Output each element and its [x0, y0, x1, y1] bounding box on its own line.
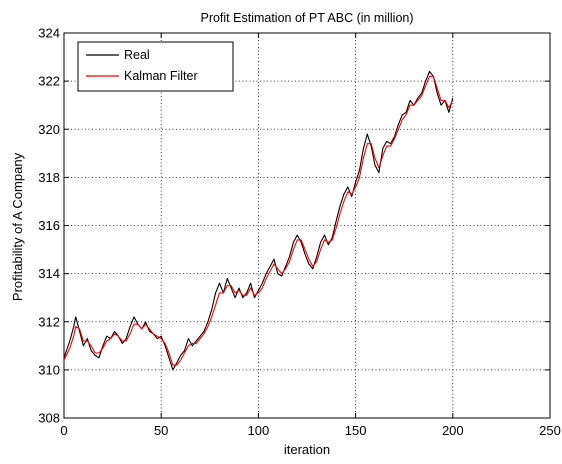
y-tick-label: 312 — [38, 314, 60, 329]
chart-legend: Real Kalman Filter — [77, 41, 234, 92]
y-tick-label: 316 — [38, 218, 60, 233]
x-tick-label: 50 — [154, 423, 168, 438]
series-line-kalman-filter — [63, 75, 454, 366]
y-tick-label: 314 — [38, 266, 60, 281]
x-tick-label: 150 — [345, 423, 367, 438]
series-lines — [63, 70, 454, 371]
x-tick-label: 200 — [442, 423, 464, 438]
y-tick-label: 310 — [38, 362, 60, 377]
axis-ticks: 0 50 100 150 200 250 308 310 312 314 316 318 320 322 3… — [38, 26, 561, 439]
y-tick-label: 308 — [38, 411, 60, 426]
y-tick-label: 322 — [38, 74, 60, 89]
x-tick-label: 100 — [248, 423, 270, 438]
y-tick-label: 324 — [38, 26, 60, 41]
series-line-real — [63, 70, 454, 371]
y-tick-label: 320 — [38, 122, 60, 137]
x-axis-label: iteration — [284, 442, 330, 457]
x-tick-label: 0 — [60, 423, 67, 438]
x-tick-label: 250 — [539, 423, 561, 438]
legend-label-kalman-filter: Kalman Filter — [124, 69, 198, 83]
legend-label-real: Real — [124, 48, 150, 62]
chart-title: Profit Estimation of PT ABC (in million) — [200, 11, 413, 25]
y-axis-label: Profitability of A Company — [10, 152, 25, 301]
legend-box — [77, 41, 234, 92]
y-tick-label: 318 — [38, 170, 60, 185]
